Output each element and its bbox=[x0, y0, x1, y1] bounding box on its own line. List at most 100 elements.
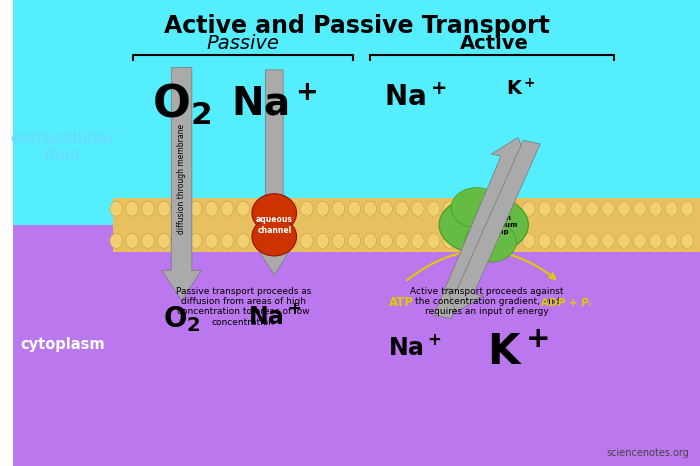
Bar bbox=[113, 198, 700, 252]
Ellipse shape bbox=[252, 194, 297, 233]
Ellipse shape bbox=[634, 201, 646, 216]
Ellipse shape bbox=[300, 233, 313, 248]
Ellipse shape bbox=[491, 201, 503, 216]
Text: $\mathbf{K^+}$: $\mathbf{K^+}$ bbox=[487, 331, 549, 373]
Ellipse shape bbox=[412, 201, 424, 216]
FancyArrow shape bbox=[447, 140, 540, 312]
Ellipse shape bbox=[465, 222, 517, 262]
Ellipse shape bbox=[284, 233, 298, 248]
Ellipse shape bbox=[348, 201, 360, 216]
Ellipse shape bbox=[253, 201, 265, 216]
Ellipse shape bbox=[348, 233, 360, 248]
Ellipse shape bbox=[522, 201, 536, 216]
Ellipse shape bbox=[554, 201, 567, 216]
Bar bbox=[13, 225, 700, 466]
Text: Passive: Passive bbox=[207, 34, 280, 53]
Ellipse shape bbox=[491, 233, 503, 248]
Text: $\mathbf{Na^+}$: $\mathbf{Na^+}$ bbox=[384, 84, 446, 112]
Text: Active and Passive Transport: Active and Passive Transport bbox=[164, 14, 550, 38]
Text: ATP: ATP bbox=[389, 296, 414, 309]
Text: sodium
potassium
pump: sodium potassium pump bbox=[477, 215, 518, 235]
Ellipse shape bbox=[570, 233, 582, 248]
Ellipse shape bbox=[395, 201, 408, 216]
Ellipse shape bbox=[443, 201, 456, 216]
Ellipse shape bbox=[110, 201, 122, 216]
Ellipse shape bbox=[586, 233, 598, 248]
FancyArrow shape bbox=[434, 137, 528, 319]
Ellipse shape bbox=[538, 201, 551, 216]
Text: $\mathbf{O_2}$: $\mathbf{O_2}$ bbox=[162, 304, 200, 334]
Ellipse shape bbox=[601, 201, 615, 216]
Bar bbox=[13, 0, 700, 225]
Ellipse shape bbox=[237, 233, 250, 248]
Ellipse shape bbox=[221, 201, 234, 216]
Ellipse shape bbox=[174, 233, 186, 248]
Ellipse shape bbox=[300, 201, 313, 216]
Ellipse shape bbox=[364, 233, 377, 248]
Text: aqueous
channel: aqueous channel bbox=[256, 215, 293, 234]
Ellipse shape bbox=[443, 233, 456, 248]
Text: $\mathbf{Na^+}$: $\mathbf{Na^+}$ bbox=[248, 304, 301, 329]
Ellipse shape bbox=[269, 233, 281, 248]
FancyArrow shape bbox=[256, 70, 292, 275]
Ellipse shape bbox=[617, 233, 630, 248]
Text: ADP + Pᵢ: ADP + Pᵢ bbox=[541, 298, 592, 308]
Ellipse shape bbox=[507, 233, 519, 248]
Ellipse shape bbox=[379, 233, 393, 248]
Ellipse shape bbox=[522, 233, 536, 248]
Ellipse shape bbox=[554, 233, 567, 248]
Ellipse shape bbox=[649, 233, 662, 248]
Ellipse shape bbox=[221, 233, 234, 248]
Text: $\mathbf{Na^+}$: $\mathbf{Na^+}$ bbox=[231, 86, 317, 124]
Ellipse shape bbox=[141, 201, 155, 216]
Ellipse shape bbox=[141, 233, 155, 248]
Ellipse shape bbox=[284, 201, 298, 216]
Text: extracellular
fluid: extracellular fluid bbox=[10, 130, 115, 163]
Ellipse shape bbox=[665, 233, 678, 248]
Ellipse shape bbox=[189, 201, 202, 216]
Ellipse shape bbox=[451, 188, 503, 228]
Ellipse shape bbox=[364, 201, 377, 216]
Ellipse shape bbox=[475, 201, 488, 216]
Ellipse shape bbox=[459, 201, 472, 216]
Ellipse shape bbox=[439, 195, 528, 254]
Ellipse shape bbox=[332, 233, 345, 248]
Ellipse shape bbox=[634, 233, 646, 248]
Ellipse shape bbox=[649, 201, 662, 216]
Ellipse shape bbox=[507, 201, 519, 216]
Ellipse shape bbox=[412, 233, 424, 248]
Ellipse shape bbox=[174, 201, 186, 216]
Text: sciencenotes.org: sciencenotes.org bbox=[607, 448, 690, 458]
Ellipse shape bbox=[189, 233, 202, 248]
Text: diffusion through membrane: diffusion through membrane bbox=[177, 124, 186, 234]
Ellipse shape bbox=[237, 201, 250, 216]
Text: Active transport proceeds against
the concentration gradient, and
requires an in: Active transport proceeds against the co… bbox=[410, 287, 564, 316]
Ellipse shape bbox=[395, 233, 408, 248]
Ellipse shape bbox=[665, 201, 678, 216]
Text: Passive transport proceeds as
diffusion from areas of high
concentration to area: Passive transport proceeds as diffusion … bbox=[176, 287, 311, 327]
Ellipse shape bbox=[681, 233, 694, 248]
Ellipse shape bbox=[158, 233, 170, 248]
FancyArrow shape bbox=[162, 68, 202, 301]
Ellipse shape bbox=[158, 201, 170, 216]
Ellipse shape bbox=[427, 201, 440, 216]
Ellipse shape bbox=[570, 201, 582, 216]
Ellipse shape bbox=[205, 233, 218, 248]
Ellipse shape bbox=[253, 233, 265, 248]
Text: $\mathbf{O_2}$: $\mathbf{O_2}$ bbox=[152, 82, 211, 127]
Ellipse shape bbox=[316, 233, 329, 248]
Ellipse shape bbox=[617, 201, 630, 216]
Text: Active: Active bbox=[460, 34, 528, 53]
Ellipse shape bbox=[459, 233, 472, 248]
Ellipse shape bbox=[332, 201, 345, 216]
Text: $\mathbf{K^+}$: $\mathbf{K^+}$ bbox=[507, 78, 536, 99]
Ellipse shape bbox=[205, 201, 218, 216]
Ellipse shape bbox=[681, 201, 694, 216]
Ellipse shape bbox=[427, 233, 440, 248]
Ellipse shape bbox=[379, 201, 393, 216]
Ellipse shape bbox=[475, 233, 488, 248]
Ellipse shape bbox=[601, 233, 615, 248]
Ellipse shape bbox=[316, 201, 329, 216]
Ellipse shape bbox=[126, 233, 139, 248]
Ellipse shape bbox=[252, 217, 297, 256]
